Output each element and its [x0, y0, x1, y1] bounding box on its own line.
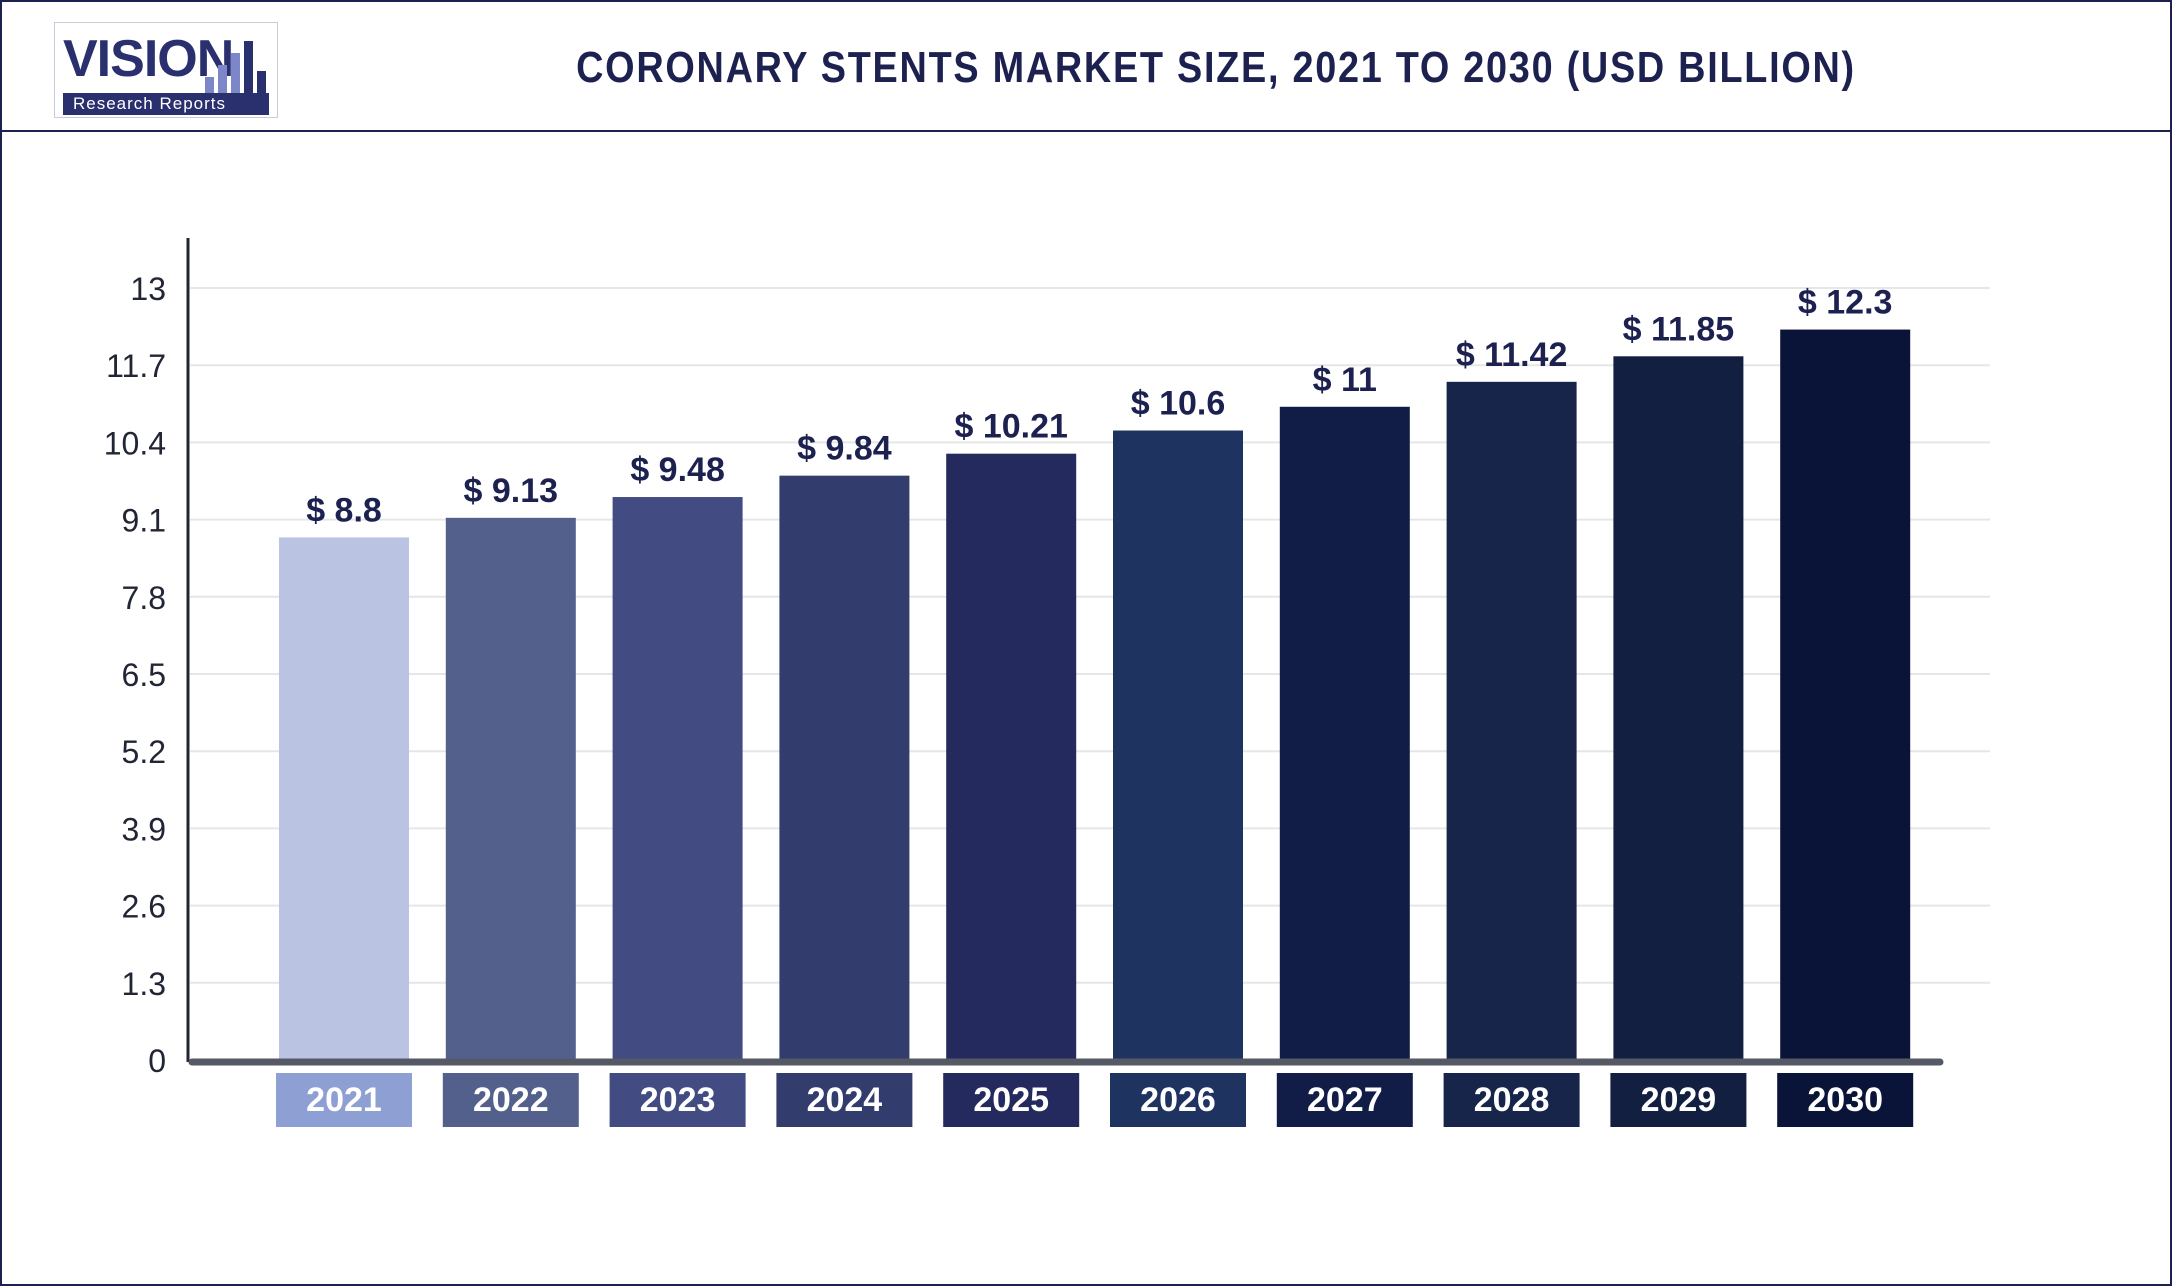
y-tick-label: 9.1	[122, 503, 166, 539]
bars	[279, 329, 1911, 1061]
x-tick-label: 2028	[1474, 1081, 1550, 1119]
x-axis-category-boxes: 2021 2022 2023 2024 2025 2026 2027 2028 2029 2030	[276, 1073, 1914, 1127]
bar-chart: 01.32.63.95.26.57.89.110.411.713 $ 8.8$ …	[104, 238, 1990, 1127]
y-tick-label: 3.9	[122, 811, 166, 847]
y-tick-label: 1.3	[122, 966, 166, 1002]
axes	[186, 238, 1944, 1066]
chart-title: CORONARY STENTS MARKET SIZE, 2021 TO 203…	[576, 43, 1856, 92]
value-labels: $ 8.8 $ 9.13 $ 9.48 $ 9.84 $ 10.21 $ 10.6 $ 11…	[306, 284, 1892, 530]
x-tick-box	[276, 1073, 412, 1127]
x-tick-label: 2025	[973, 1081, 1049, 1119]
x-tick-label: 2023	[640, 1081, 716, 1119]
x-tick-box	[1777, 1073, 1914, 1127]
y-tick-label: 10.4	[104, 425, 166, 461]
data-label: $ 9.48	[630, 451, 725, 489]
data-label: $ 11	[1313, 361, 1377, 399]
x-tick-label: 2029	[1641, 1081, 1717, 1119]
bar	[1279, 406, 1410, 1060]
x-tick-label: 2027	[1307, 1081, 1383, 1119]
x-tick-box	[1610, 1073, 1747, 1127]
y-tick-label: 5.2	[122, 734, 166, 770]
x-tick-label: 2024	[807, 1081, 883, 1119]
x-tick-label: 2022	[473, 1081, 549, 1119]
data-label: $ 10.6	[1131, 385, 1226, 423]
y-tick-label: 7.8	[122, 580, 166, 616]
bar	[612, 497, 743, 1061]
y-tick-label: 11.7	[106, 348, 166, 384]
data-label: $ 8.8	[306, 491, 382, 529]
y-tick-label: 13	[130, 271, 166, 307]
bar	[779, 475, 910, 1060]
y-tick-label: 6.5	[122, 657, 166, 693]
x-tick-box	[1110, 1073, 1246, 1127]
x-tick-box	[442, 1073, 579, 1127]
data-label: $ 10.21	[954, 408, 1067, 446]
data-label: $ 9.13	[464, 472, 559, 510]
data-label: $ 12.3	[1798, 284, 1893, 322]
data-label: $ 11.42	[1456, 336, 1568, 374]
x-tick-label: 2026	[1140, 1081, 1216, 1119]
data-label: $ 9.84	[797, 430, 892, 468]
bar	[1780, 329, 1911, 1060]
y-tick-label: 2.6	[122, 889, 166, 925]
bar	[1613, 356, 1744, 1060]
bar	[445, 517, 576, 1060]
x-tick-box	[1276, 1073, 1413, 1127]
x-tick-box	[776, 1073, 913, 1127]
y-tick-label: 0	[148, 1043, 166, 1079]
logo-bars-icon	[205, 33, 271, 95]
x-tick-box	[1443, 1073, 1580, 1127]
bar	[1113, 430, 1243, 1060]
bar	[1446, 381, 1577, 1060]
x-tick-box	[943, 1073, 1080, 1127]
header: VISION Research Reports CORONARY STENTS …	[2, 2, 2170, 132]
x-tick-label: 2030	[1807, 1081, 1883, 1119]
data-label: $ 11.85	[1623, 310, 1735, 348]
x-tick-label: 2021	[306, 1081, 382, 1119]
logo: VISION Research Reports	[54, 22, 278, 118]
y-axis-ticks: 0 1.3 2.6 3.9 5.2 6.5 7.8 9.1 10.4 11.7 13	[104, 271, 166, 1079]
bar	[279, 537, 409, 1060]
logo-subtitle: Research Reports	[63, 93, 269, 115]
x-tick-box	[609, 1073, 746, 1127]
bar	[946, 453, 1077, 1060]
